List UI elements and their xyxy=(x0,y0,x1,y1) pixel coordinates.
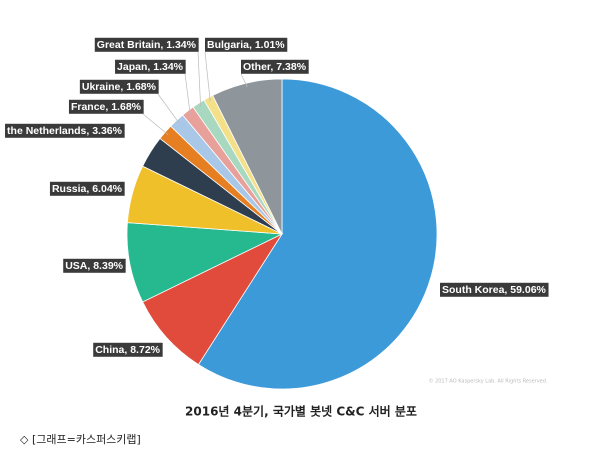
watermark: © 2017 AO Kaspersky Lab. All Rights Rese… xyxy=(428,378,547,385)
leader-line xyxy=(157,93,180,124)
label-background xyxy=(68,99,144,114)
label-background xyxy=(93,342,163,357)
label-background xyxy=(440,282,549,297)
label-background xyxy=(94,37,199,52)
data-label: Other, 7.38% xyxy=(243,61,307,73)
pie-slice xyxy=(142,233,284,366)
label-background xyxy=(115,59,186,74)
caption: ◇ [그래프=카스퍼스키랩] xyxy=(20,433,141,446)
pie-slice xyxy=(197,78,438,390)
data-label: Bulgaria, 1.01% xyxy=(207,39,285,51)
data-label: France, 1.68% xyxy=(71,101,142,113)
label-background xyxy=(79,79,159,94)
leader-line xyxy=(184,73,191,115)
leader-line xyxy=(197,51,201,107)
data-label: Great Britain, 1.34% xyxy=(97,39,197,51)
leader-line xyxy=(240,73,248,88)
data-label: USA, 8.39% xyxy=(65,260,123,272)
label-background xyxy=(241,59,309,74)
label-background xyxy=(49,181,125,196)
label-background xyxy=(205,37,288,52)
data-label: Ukraine, 1.68% xyxy=(82,81,157,93)
label-background xyxy=(63,258,126,273)
pie-slice xyxy=(212,78,283,235)
label-background xyxy=(5,123,125,138)
data-label: Japan, 1.34% xyxy=(117,61,184,73)
data-label: China, 8.72% xyxy=(95,344,160,356)
chart-title: 2016년 4분기, 국가별 봇넷 C&C 서버 분포 xyxy=(185,404,417,419)
leader-line xyxy=(142,113,169,136)
data-label: the Netherlands, 3.36% xyxy=(7,125,123,137)
data-label: South Korea, 59.06% xyxy=(442,284,547,296)
data-label: Russia, 6.04% xyxy=(52,183,123,195)
leader-line xyxy=(204,51,211,102)
